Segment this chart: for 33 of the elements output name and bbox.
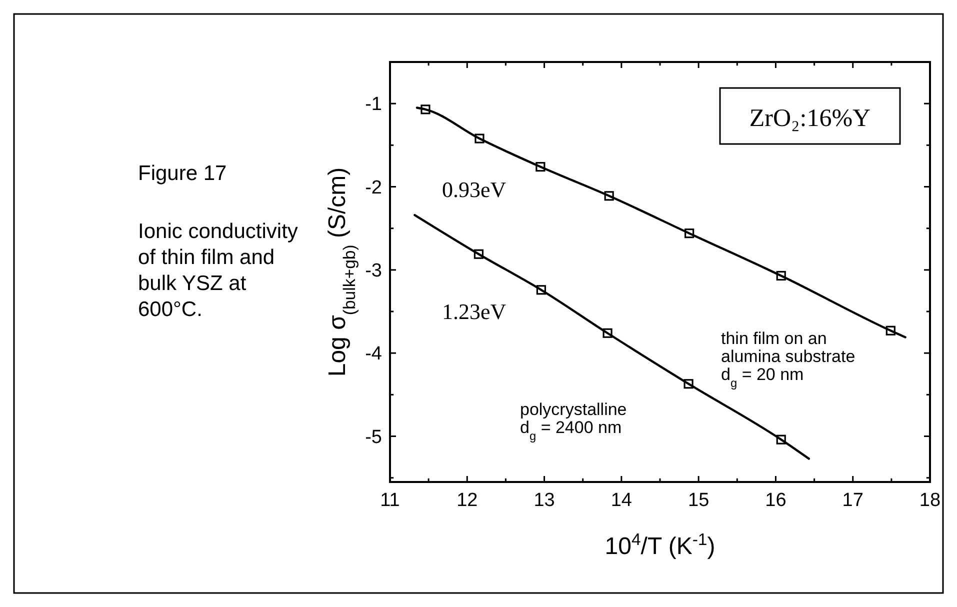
x-tick-label: 17 [842, 490, 864, 511]
point [886, 326, 896, 336]
x-tick-label: 15 [688, 490, 710, 511]
point [536, 162, 546, 172]
point [684, 379, 694, 389]
x-tick-label: 16 [765, 490, 786, 511]
y-tick-label: -5 [365, 426, 382, 448]
point [604, 191, 614, 201]
annotation: polycrystalline d$_{g}$ = 2400 nm [520, 400, 627, 443]
point [776, 270, 786, 281]
annotation: 0.93eV [442, 177, 506, 202]
y-tick-label: -1 [365, 94, 382, 116]
x-tick-label: 11 [380, 490, 400, 511]
y-tick-label: -2 [365, 177, 382, 198]
text: Ionic conductivity of thin film and bulk YSZ at 600°C. [138, 220, 298, 321]
x-tick-label: 14 [610, 490, 632, 511]
annotation: ZrO₂:16%Y [749, 105, 871, 132]
text: Figure 17 [138, 162, 227, 185]
point [536, 285, 546, 295]
x-tick-label: 12 [456, 490, 478, 511]
point [474, 134, 484, 144]
point [684, 228, 694, 238]
y-tick-label: -3 [365, 260, 382, 282]
point [420, 104, 430, 114]
point [602, 328, 612, 338]
point [776, 434, 786, 444]
annotation: 1.23eV [442, 299, 506, 324]
x-tick-label: 18 [919, 490, 941, 511]
x-axis-title: 10$^{4}$/T (K$^{-1}$) [604, 530, 716, 560]
annotation: thin film on an alumina substrate d$_{g}$ = 20 nm [721, 329, 856, 390]
x-tick-label: 13 [534, 490, 555, 511]
point [474, 249, 484, 259]
y-tick-label: -4 [365, 344, 382, 365]
